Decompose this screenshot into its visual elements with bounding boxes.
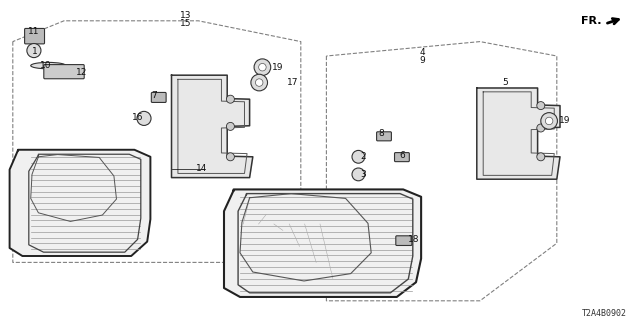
FancyBboxPatch shape: [396, 236, 412, 245]
Circle shape: [537, 124, 545, 132]
FancyBboxPatch shape: [394, 153, 410, 162]
Text: 2: 2: [361, 152, 366, 161]
Ellipse shape: [31, 62, 66, 69]
Text: 11: 11: [28, 27, 39, 36]
Circle shape: [254, 59, 271, 76]
Polygon shape: [10, 150, 150, 256]
Circle shape: [541, 113, 557, 129]
Text: 12: 12: [76, 68, 87, 77]
Text: 13: 13: [180, 12, 191, 20]
Text: 7: 7: [151, 92, 156, 100]
Text: 5: 5: [503, 78, 508, 87]
Text: 10: 10: [40, 61, 52, 70]
Text: 6: 6: [399, 151, 404, 160]
Text: 19: 19: [559, 116, 570, 125]
FancyBboxPatch shape: [376, 132, 392, 141]
Circle shape: [352, 150, 365, 163]
Circle shape: [537, 102, 545, 109]
Text: 3: 3: [361, 170, 366, 179]
FancyBboxPatch shape: [44, 65, 84, 79]
Text: 9: 9: [420, 56, 425, 65]
FancyBboxPatch shape: [151, 92, 166, 102]
Circle shape: [227, 95, 234, 103]
FancyBboxPatch shape: [24, 28, 45, 44]
Text: T2A4B0902: T2A4B0902: [582, 309, 627, 318]
Text: 14: 14: [196, 164, 207, 173]
Circle shape: [537, 153, 545, 161]
Text: 19: 19: [272, 63, 284, 72]
Circle shape: [251, 74, 268, 91]
Circle shape: [27, 44, 41, 58]
Circle shape: [545, 117, 553, 125]
Text: FR.: FR.: [581, 16, 602, 26]
Circle shape: [352, 168, 365, 181]
Circle shape: [259, 63, 266, 71]
Circle shape: [227, 153, 234, 161]
Polygon shape: [224, 189, 421, 297]
Circle shape: [227, 122, 234, 131]
Polygon shape: [172, 75, 253, 178]
Text: 16: 16: [132, 113, 143, 122]
Text: 4: 4: [420, 48, 425, 57]
Circle shape: [255, 79, 263, 86]
Text: 8: 8: [378, 129, 383, 138]
Circle shape: [137, 111, 151, 125]
Text: 15: 15: [180, 20, 191, 28]
Text: 18: 18: [408, 235, 420, 244]
Polygon shape: [477, 88, 560, 179]
Text: 17: 17: [287, 78, 298, 87]
Text: 1: 1: [33, 47, 38, 56]
